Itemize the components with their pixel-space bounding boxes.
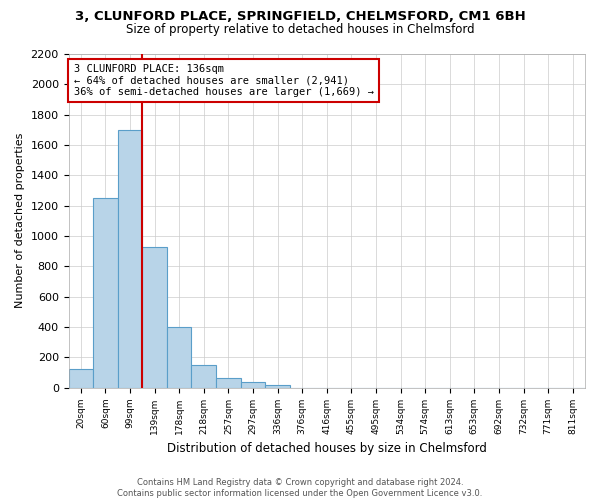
Text: 3, CLUNFORD PLACE, SPRINGFIELD, CHELMSFORD, CM1 6BH: 3, CLUNFORD PLACE, SPRINGFIELD, CHELMSFO… — [74, 10, 526, 23]
Bar — [216, 378, 241, 388]
Bar — [167, 327, 191, 388]
Text: Contains HM Land Registry data © Crown copyright and database right 2024.
Contai: Contains HM Land Registry data © Crown c… — [118, 478, 482, 498]
Bar — [118, 130, 142, 388]
Y-axis label: Number of detached properties: Number of detached properties — [15, 133, 25, 308]
Bar — [93, 198, 118, 388]
Bar — [142, 246, 167, 388]
X-axis label: Distribution of detached houses by size in Chelmsford: Distribution of detached houses by size … — [167, 442, 487, 455]
Bar — [265, 384, 290, 388]
Bar — [241, 382, 265, 388]
Bar — [68, 370, 93, 388]
Bar — [191, 365, 216, 388]
Text: 3 CLUNFORD PLACE: 136sqm
← 64% of detached houses are smaller (2,941)
36% of sem: 3 CLUNFORD PLACE: 136sqm ← 64% of detach… — [74, 64, 374, 97]
Text: Size of property relative to detached houses in Chelmsford: Size of property relative to detached ho… — [125, 22, 475, 36]
